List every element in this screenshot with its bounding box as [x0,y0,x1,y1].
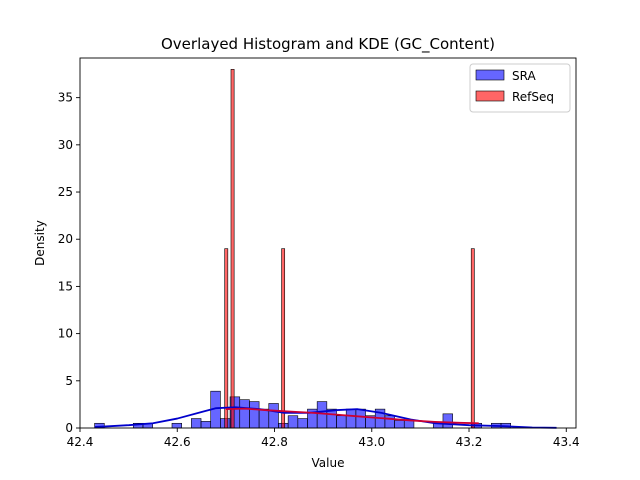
bar-refseq [230,69,235,429]
bar-sra [239,399,250,429]
bar-sra [268,403,279,429]
y-tick-label: 0 [65,421,73,435]
x-tick-label: 43.0 [358,435,385,449]
y-axis-label: Density [33,220,47,266]
legend-label-refseq: RefSeq [512,90,554,104]
legend-swatch-sra [475,69,505,81]
bar-sra [249,401,260,429]
bar-refseq [281,248,286,429]
chart-title: Overlayed Histogram and KDE (GC_Content) [161,35,495,54]
y-tick-label: 15 [58,279,73,293]
plot-frame [79,57,577,429]
bar-sra [336,415,347,429]
x-tick-label: 43.4 [553,435,580,449]
bar-refseq [470,248,475,429]
y-axis: 0 5 10 15 20 25 30 35 [58,91,80,435]
bar-refseq [224,248,229,429]
y-tick-label: 10 [58,327,73,341]
x-tick-label: 43.2 [456,435,483,449]
y-tick-label: 20 [58,232,73,246]
bar-sra [316,401,328,429]
legend-label-sra: SRA [512,69,536,83]
legend: SRA RefSeq [469,63,571,113]
x-tick-label: 42.4 [67,435,94,449]
bar-sra [384,415,395,429]
bar-sra [297,418,308,429]
kde-layer [94,406,557,429]
y-tick-label: 35 [58,91,73,105]
bar-sra [258,408,270,429]
bar-sra [287,415,299,429]
y-tick-label: 25 [58,185,73,199]
bar-sra [442,413,453,429]
y-tick-label: 30 [58,138,73,152]
bar-sra [326,408,337,429]
bar-sra [345,408,357,429]
bar-sra [171,422,182,429]
bar-sra [394,420,405,429]
x-tick-label: 42.8 [261,435,288,449]
kde-line-refseq [225,407,479,425]
bar-sra [200,421,212,429]
legend-swatch-refseq [475,90,505,102]
x-tick-label: 42.6 [164,435,191,449]
bar-sra [191,418,202,429]
bar-sra [355,408,366,429]
bar-sra [403,420,415,429]
x-axis: 42.4 42.6 42.8 43.0 43.2 43.4 [67,428,580,449]
x-axis-label: Value [312,456,345,470]
y-tick-label: 5 [65,374,73,388]
